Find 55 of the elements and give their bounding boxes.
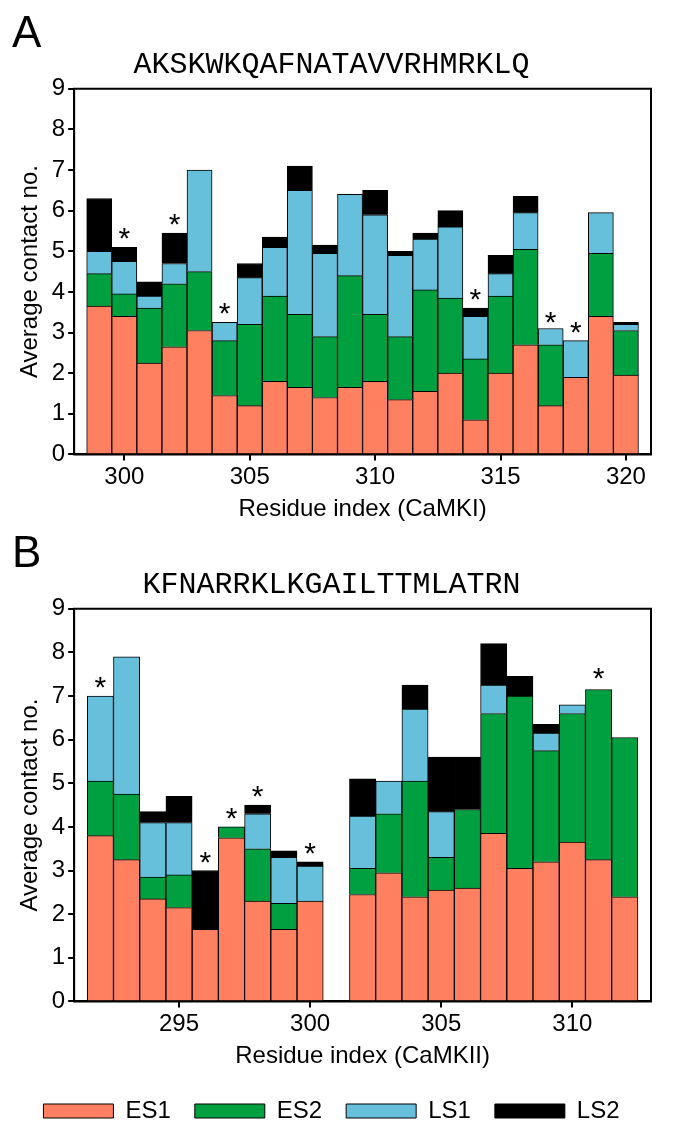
chart-subtitle: KFNARRKLKGAILTTMLATRN xyxy=(142,567,521,602)
x-tick-label: 300 xyxy=(290,1009,331,1037)
bar xyxy=(312,244,338,254)
y-axis-title: Average contact no. xyxy=(15,698,43,912)
y-tick-label: 6 xyxy=(51,724,66,752)
y-tick-label: 4 xyxy=(51,811,66,839)
y-tick-label: 7 xyxy=(51,154,66,182)
y-tick-label: 4 xyxy=(51,276,66,304)
annotation: * xyxy=(304,835,317,869)
y-tick-label: 9 xyxy=(51,593,66,621)
x-tick-label: 300 xyxy=(104,462,145,490)
chart-subtitle: AKSKWKQAFNATAVVRHMRKLQ xyxy=(133,47,530,82)
y-tick-label: 2 xyxy=(51,898,66,926)
y-tick-label: 3 xyxy=(51,317,66,345)
legend-label: LS2 xyxy=(576,1095,620,1123)
y-tick-label: 1 xyxy=(51,942,66,970)
annotation: * xyxy=(118,221,131,255)
y-tick-label: 8 xyxy=(51,114,66,142)
chart-title: A xyxy=(12,6,42,56)
annotation: * xyxy=(469,282,482,316)
chart-title: B xyxy=(12,526,42,576)
x-axis-title: Residue index (CaMKII) xyxy=(235,1041,490,1069)
annotation: * xyxy=(168,207,181,241)
x-tick-label: 310 xyxy=(355,462,396,490)
annotation: * xyxy=(225,800,238,834)
legend-label: LS1 xyxy=(428,1095,471,1123)
y-tick-label: 0 xyxy=(51,439,66,467)
y-tick-label: 3 xyxy=(51,855,66,883)
y-axis-title: Average contact no. xyxy=(15,165,43,379)
bar xyxy=(412,232,439,240)
y-tick-label: 5 xyxy=(51,235,66,263)
y-tick-label: 5 xyxy=(51,767,66,795)
annotation: * xyxy=(251,779,264,813)
y-tick-label: 8 xyxy=(51,637,66,665)
x-tick-label: 320 xyxy=(605,462,646,490)
legend-label: ES1 xyxy=(125,1095,171,1123)
annotation: * xyxy=(569,314,582,348)
legend-label: ES2 xyxy=(276,1095,323,1123)
x-tick-label: 310 xyxy=(552,1009,593,1037)
x-tick-label: 295 xyxy=(159,1009,200,1037)
y-tick-label: 0 xyxy=(51,986,66,1014)
y-tick-label: 6 xyxy=(51,195,66,223)
x-tick-label: 315 xyxy=(480,462,521,490)
annotation: * xyxy=(218,296,231,330)
annotation: * xyxy=(94,670,107,704)
annotation: * xyxy=(544,304,557,338)
annotation: * xyxy=(199,844,212,878)
y-tick-label: 9 xyxy=(51,73,66,101)
y-tick-label: 2 xyxy=(51,357,66,385)
x-tick-label: 305 xyxy=(421,1009,462,1037)
annotation: * xyxy=(592,661,605,695)
y-tick-label: 7 xyxy=(51,680,66,708)
x-axis-title: Residue index (CaMKI) xyxy=(238,494,487,522)
y-tick-label: 1 xyxy=(51,398,66,426)
x-tick-label: 305 xyxy=(229,462,270,490)
